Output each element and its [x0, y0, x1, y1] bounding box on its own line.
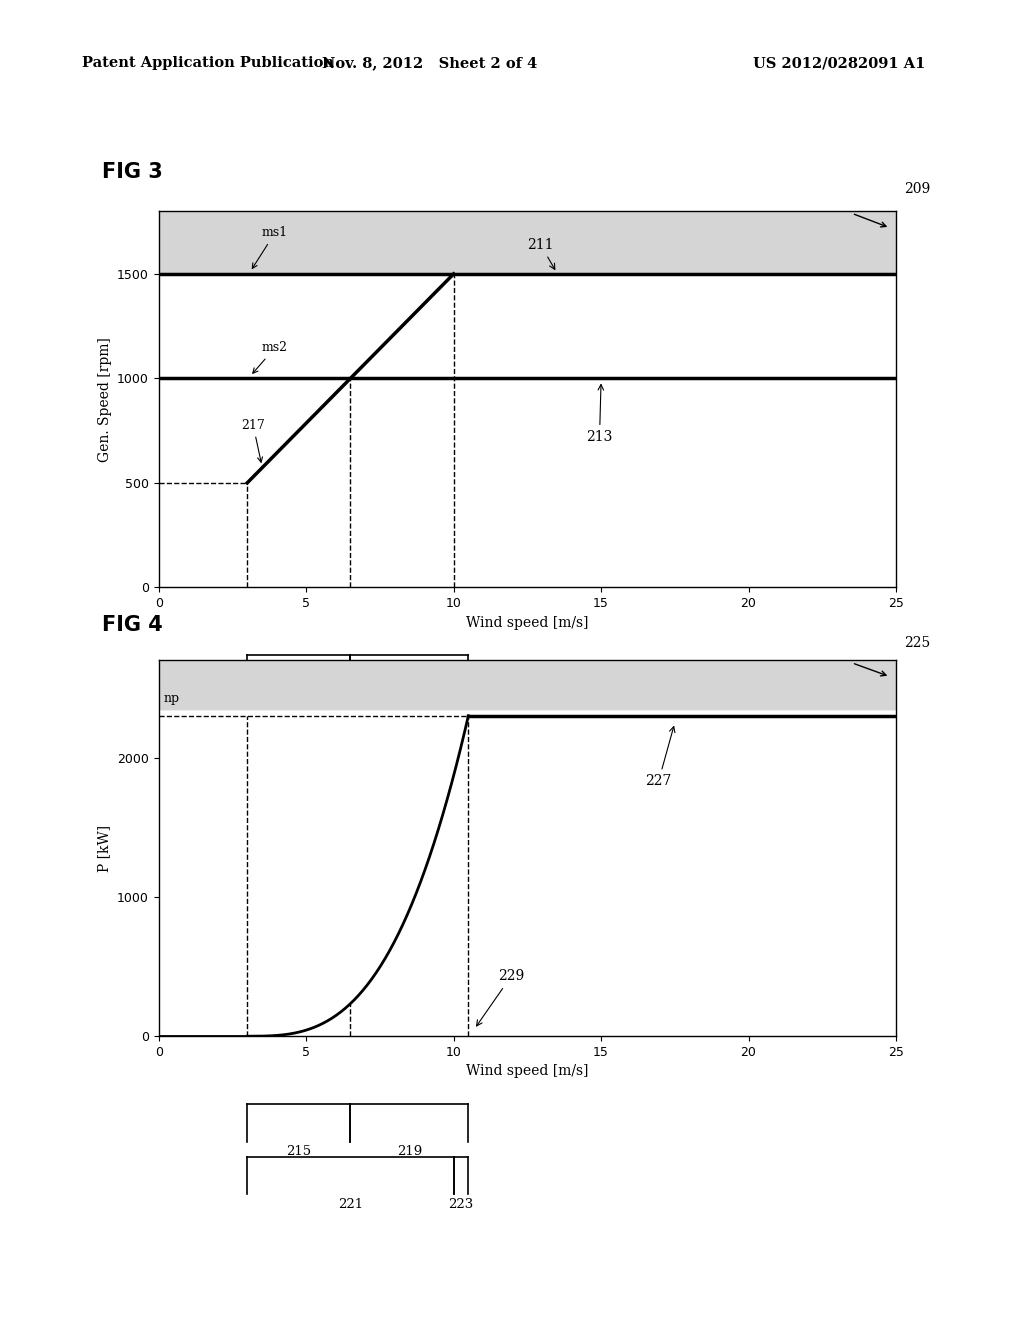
- Text: 213: 213: [587, 384, 612, 444]
- Text: 227: 227: [645, 726, 675, 788]
- Text: 211: 211: [527, 238, 555, 269]
- Text: 221: 221: [338, 1199, 362, 1210]
- X-axis label: Wind speed [m/s]: Wind speed [m/s]: [466, 1064, 589, 1078]
- Text: 219: 219: [396, 1146, 422, 1158]
- Text: Nov. 8, 2012   Sheet 2 of 4: Nov. 8, 2012 Sheet 2 of 4: [323, 57, 538, 70]
- Text: FIG 4: FIG 4: [102, 615, 163, 635]
- Text: ms1: ms1: [252, 226, 288, 268]
- Text: Patent Application Publication: Patent Application Publication: [82, 57, 334, 70]
- Text: 215: 215: [287, 697, 311, 709]
- Text: 223: 223: [449, 1199, 474, 1210]
- Text: 215: 215: [287, 1146, 311, 1158]
- Y-axis label: Gen. Speed [rpm]: Gen. Speed [rpm]: [97, 337, 112, 462]
- X-axis label: Wind speed [m/s]: Wind speed [m/s]: [466, 615, 589, 630]
- Text: 223: 223: [449, 750, 474, 762]
- Text: 221: 221: [338, 750, 362, 762]
- Text: 229: 229: [476, 969, 524, 1026]
- Text: 217: 217: [242, 418, 265, 462]
- Y-axis label: P [kW]: P [kW]: [97, 825, 112, 871]
- Text: US 2012/0282091 A1: US 2012/0282091 A1: [754, 57, 926, 70]
- Text: np: np: [163, 692, 179, 705]
- Text: 225: 225: [904, 636, 931, 649]
- Text: 219: 219: [396, 697, 422, 709]
- Text: FIG 3: FIG 3: [102, 162, 163, 182]
- Text: ms2: ms2: [253, 342, 288, 374]
- Text: 209: 209: [904, 182, 931, 195]
